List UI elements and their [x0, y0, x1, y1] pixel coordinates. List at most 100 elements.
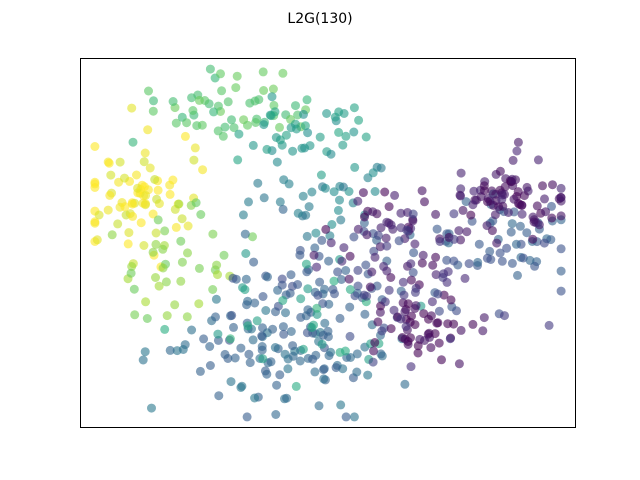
scatter-point — [220, 122, 230, 132]
scatter-point — [129, 284, 139, 294]
scatter-point — [447, 302, 457, 312]
scatter-point — [538, 181, 547, 191]
scatter-point — [544, 320, 554, 330]
scatter-point — [373, 317, 383, 327]
scatter-point — [339, 243, 349, 253]
scatter-point — [171, 118, 181, 128]
scatter-point — [556, 183, 566, 193]
scatter-point — [128, 211, 138, 221]
scatter-point — [214, 391, 224, 401]
scatter-point — [345, 331, 355, 341]
scatter-point — [270, 343, 280, 352]
scatter-point — [345, 251, 355, 261]
scatter-point — [386, 324, 396, 334]
scatter-point — [386, 220, 396, 230]
scatter-point — [168, 97, 178, 106]
scatter-point — [507, 174, 517, 184]
scatter-point — [261, 306, 271, 315]
scatter-point — [331, 363, 341, 373]
scatter-point — [462, 227, 472, 237]
scatter-point — [130, 310, 140, 320]
scatter-point — [278, 68, 288, 78]
scatter-point — [302, 267, 312, 277]
scatter-point — [449, 256, 459, 266]
scatter-point — [298, 191, 308, 201]
scatter-point — [258, 67, 268, 77]
scatter-point — [160, 226, 170, 236]
scatter-point — [529, 217, 539, 227]
scatter-point — [408, 268, 418, 277]
scatter-point — [427, 297, 437, 307]
scatter-point — [213, 270, 222, 280]
scatter-point — [277, 140, 287, 150]
scatter-point — [483, 197, 492, 207]
scatter-point — [127, 199, 137, 209]
scatter-point — [373, 230, 383, 240]
scatter-point — [497, 256, 507, 266]
scatter-point — [509, 194, 519, 204]
scatter-point — [508, 155, 518, 165]
scatter-point — [315, 277, 325, 287]
scatter-point — [318, 330, 328, 340]
scatter-point — [324, 351, 334, 361]
scatter-point — [338, 182, 348, 192]
scatter-point — [456, 168, 466, 178]
scatter-point — [354, 115, 364, 125]
scatter-point — [556, 286, 566, 296]
scatter-point — [369, 346, 378, 356]
scatter-point — [171, 222, 181, 232]
scatter-point — [410, 239, 420, 249]
scatter-point — [409, 248, 419, 258]
scatter-point — [236, 383, 246, 392]
scatter-point — [263, 272, 272, 282]
scatter-point — [327, 220, 337, 229]
scatter-point — [350, 291, 360, 301]
scatter-point — [291, 101, 300, 111]
scatter-point — [151, 273, 160, 282]
scatter-point — [288, 351, 298, 361]
scatter-point — [413, 341, 423, 351]
scatter-point — [234, 129, 244, 139]
scatter-point — [126, 268, 136, 278]
scatter-point — [240, 229, 250, 239]
scatter-point — [268, 84, 278, 94]
scatter-point — [231, 83, 241, 93]
scatter-point — [223, 97, 233, 107]
scatter-point — [271, 133, 281, 142]
scatter-point — [362, 291, 372, 301]
scatter-point — [353, 265, 363, 275]
scatter-point — [140, 347, 150, 357]
scatter-point — [413, 348, 423, 358]
scatter-point — [547, 201, 556, 211]
scatter-point — [197, 120, 207, 130]
scatter-point — [242, 412, 252, 422]
scatter-point — [326, 238, 336, 248]
scatter-point — [257, 345, 267, 355]
scatter-point — [291, 381, 301, 391]
scatter-point — [336, 215, 346, 225]
scatter-point — [94, 210, 104, 220]
scatter-point — [127, 262, 137, 271]
scatter-point — [424, 328, 434, 338]
scatter-point — [485, 246, 495, 256]
scatter-point — [336, 400, 346, 410]
scatter-point — [180, 131, 190, 141]
scatter-point — [236, 343, 246, 353]
scatter-point — [211, 294, 221, 304]
scatter-point — [228, 273, 238, 283]
scatter-point — [556, 211, 566, 221]
scatter-point — [398, 298, 408, 308]
scatter-point — [539, 238, 549, 248]
scatter-point — [176, 276, 186, 286]
scatter-point — [113, 219, 123, 229]
scatter-point — [115, 157, 125, 167]
scatter-point — [507, 219, 517, 229]
scatter-point — [525, 255, 535, 265]
scatter-point — [153, 185, 163, 195]
scatter-point — [153, 215, 163, 225]
scatter-point — [174, 199, 184, 209]
scatter-point — [479, 313, 489, 323]
scatter-point — [243, 321, 253, 331]
scatter-point — [305, 141, 315, 151]
scatter-point — [528, 234, 538, 244]
